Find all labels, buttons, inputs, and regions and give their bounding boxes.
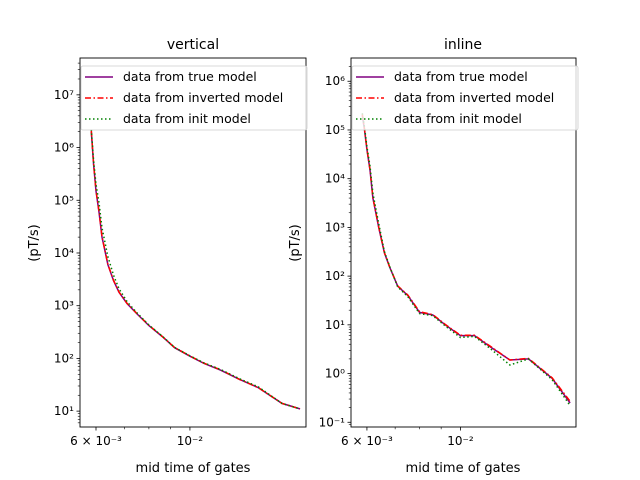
y-tick-label: 10⁵ — [325, 123, 345, 137]
subplot-vertical: vertical 10¹ 10² 10³ 10⁴ 10⁵ 10⁶ 10⁷ 6 × 10⁻³ 1… — [27, 37, 308, 476]
x-tick-label: 10⁻² — [447, 434, 474, 448]
x-axis-label: mid time of gates — [406, 461, 521, 476]
subplot-title: vertical — [167, 37, 219, 53]
x-tick-label: 10⁻² — [177, 434, 204, 448]
x-axis-label: mid time of gates — [136, 461, 251, 476]
y-tick-label: 10⁶ — [54, 141, 74, 155]
plot-lines — [361, 113, 571, 407]
y-tick-label: 10³ — [54, 299, 74, 313]
x-tick-label: 6 × 10⁻³ — [341, 434, 393, 448]
legend-box — [351, 65, 579, 131]
y-axis-label: (pT/s) — [27, 224, 42, 262]
y-axis-label: (pT/s) — [288, 224, 303, 262]
series-line-3 — [361, 113, 571, 407]
y-tick-label: 10¹ — [54, 404, 74, 418]
axes-frame — [350, 57, 577, 428]
y-tick-label: 10⁻¹ — [319, 415, 346, 429]
y-ticks: 10⁻¹ 10⁰ 10¹ 10² 10³ 10⁴ 10⁵ 10⁶ — [319, 66, 351, 429]
legend-box — [80, 65, 308, 131]
y-tick-label: 10⁴ — [54, 246, 74, 260]
legend: data from true model data from inverted m… — [351, 65, 579, 131]
y-ticks: 10¹ 10² 10³ 10⁴ 10⁵ 10⁶ 10⁷ — [54, 62, 80, 424]
legend-label-3: data from init model — [123, 111, 251, 126]
legend-label-3: data from init model — [394, 111, 522, 126]
y-tick-label: 10³ — [325, 220, 345, 234]
subplot-inline: inline 10⁻¹ 10⁰ 10¹ 10² 10³ 10⁴ 10⁵ 10⁶ 6 × 10⁻… — [288, 37, 579, 476]
legend-label-1: data from true model — [394, 69, 528, 84]
axes-frame — [79, 57, 307, 428]
legend-label-2: data from inverted model — [394, 90, 554, 105]
y-tick-label: 10¹ — [325, 318, 345, 332]
x-tick-label: 6 × 10⁻³ — [70, 434, 122, 448]
legend-label-1: data from true model — [123, 69, 257, 84]
x-ticks: 6 × 10⁻³ 10⁻² — [70, 427, 203, 448]
subplot-title: inline — [444, 37, 482, 53]
y-tick-label: 10⁵ — [54, 193, 74, 207]
plot-lines — [90, 129, 301, 410]
series-line-3 — [90, 129, 301, 410]
legend-label-2: data from inverted model — [123, 90, 283, 105]
y-tick-label: 10⁷ — [54, 88, 74, 102]
y-tick-label: 10⁴ — [325, 172, 345, 186]
y-tick-label: 10² — [54, 351, 74, 365]
y-tick-label: 10² — [325, 269, 345, 283]
legend: data from true model data from inverted m… — [80, 65, 308, 131]
y-tick-label: 10⁶ — [325, 74, 345, 88]
x-ticks: 6 × 10⁻³ 10⁻² — [341, 427, 474, 448]
y-tick-label: 10⁰ — [325, 367, 345, 381]
